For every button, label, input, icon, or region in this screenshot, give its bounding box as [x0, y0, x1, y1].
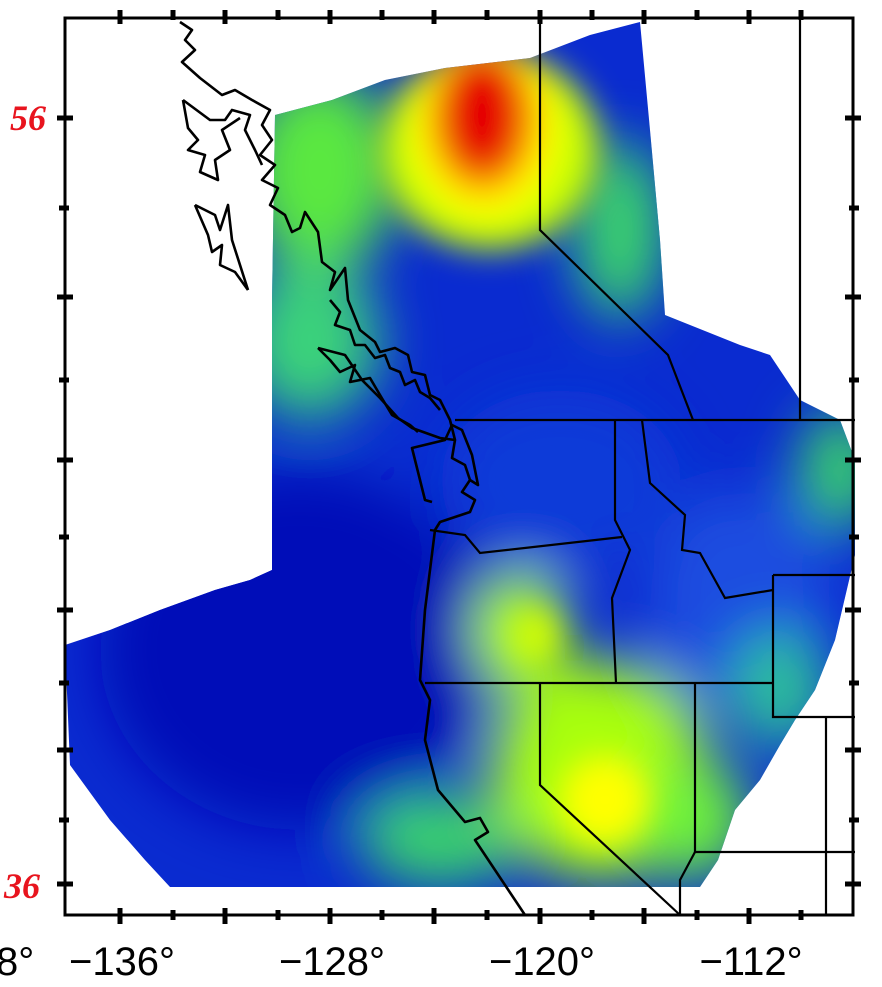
coastline	[317, 347, 419, 433]
border-line	[538, 20, 695, 421]
coastline	[194, 203, 250, 291]
coastline	[181, 99, 241, 182]
y-label-36: 36	[3, 866, 40, 906]
axis-ticks	[57, 10, 861, 924]
coastline-layer	[179, 20, 527, 916]
coastline	[193, 204, 250, 291]
borders-layer	[425, 20, 855, 916]
border-line	[538, 683, 681, 916]
x-tick-label: −136°	[69, 940, 175, 982]
x-tick-label: −112°	[699, 940, 802, 982]
coastline	[410, 423, 480, 504]
coastline	[182, 98, 264, 166]
border-line	[771, 575, 855, 719]
y-label-56: 56	[10, 98, 46, 138]
x-tick-label: 8°	[0, 940, 34, 982]
coastline	[329, 299, 441, 411]
border-line	[678, 851, 696, 915]
heatmap-layer	[65, 22, 855, 887]
x-tick-label: −128°	[279, 940, 385, 982]
x-tick-label: −120°	[489, 940, 595, 982]
coastline	[179, 20, 527, 916]
border-line	[610, 420, 632, 684]
border-line	[640, 419, 774, 600]
border-line	[429, 528, 623, 555]
map-frame	[63, 16, 855, 917]
